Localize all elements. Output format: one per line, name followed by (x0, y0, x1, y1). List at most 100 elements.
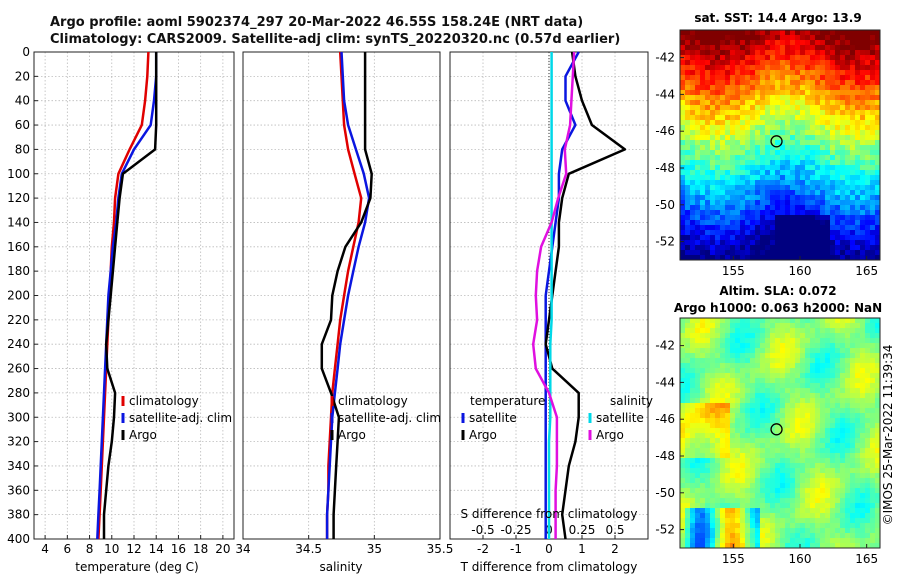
map-cell (790, 210, 796, 216)
map-cell (845, 383, 851, 389)
map-cell (800, 353, 806, 359)
map-cell (740, 160, 746, 166)
map-cell (710, 155, 716, 161)
map-cell (735, 205, 741, 211)
map-cell (810, 220, 816, 226)
map-cell (780, 255, 786, 260)
map-cell (840, 463, 846, 469)
map-cell (820, 60, 826, 66)
map-cell (680, 205, 686, 211)
map-cell (715, 200, 721, 206)
map-cell (875, 363, 880, 369)
map-cell (705, 115, 711, 121)
map-cell (765, 523, 771, 529)
map-cell (875, 383, 880, 389)
map-cell (815, 210, 821, 216)
map-cell (685, 493, 691, 499)
map-cell (695, 498, 701, 504)
map-cell (855, 130, 861, 136)
map-cell (750, 170, 756, 176)
map-cell (705, 165, 711, 171)
map-cell (785, 403, 791, 409)
map-cell (705, 235, 711, 241)
map-cell (730, 30, 736, 36)
map-cell (780, 75, 786, 81)
map-cell (695, 145, 701, 151)
map-cell (735, 503, 741, 509)
map-cell (735, 90, 741, 96)
map-cell (750, 30, 756, 36)
map-cell (850, 165, 856, 171)
map-cell (870, 75, 876, 81)
map-cell (760, 538, 766, 544)
map-cell (815, 115, 821, 121)
map-cell (685, 523, 691, 529)
map-cell (820, 165, 826, 171)
map-cell (745, 463, 751, 469)
map-cell (745, 60, 751, 66)
map-cell (775, 165, 781, 171)
map-cell (800, 348, 806, 354)
map-cell (715, 433, 721, 439)
map-cell (705, 323, 711, 329)
map-cell (775, 130, 781, 136)
map-cell (735, 30, 741, 36)
map-cell (795, 423, 801, 429)
map-cell (825, 338, 831, 344)
map-cell (805, 70, 811, 76)
map-cell (825, 170, 831, 176)
map-cell (725, 160, 731, 166)
map-cell (720, 468, 726, 474)
map-cell (795, 255, 801, 260)
map-cell (730, 210, 736, 216)
map-cell (730, 155, 736, 161)
map-cell (795, 80, 801, 86)
map-cell (750, 483, 756, 489)
map-cell (775, 443, 781, 449)
map-cell (840, 338, 846, 344)
map-cell (720, 393, 726, 399)
map-cell (695, 210, 701, 216)
map-cell (780, 100, 786, 106)
map-cell (835, 150, 841, 156)
map-cell (870, 393, 876, 399)
map-cell (840, 318, 846, 324)
map-cell (790, 523, 796, 529)
map-cell (795, 185, 801, 191)
map-cell (855, 488, 861, 494)
map-cell (700, 368, 706, 374)
map-cell (780, 65, 786, 71)
map-cell (815, 120, 821, 126)
map-cell (735, 95, 741, 101)
map-cell (725, 453, 731, 459)
map-cell (745, 418, 751, 424)
map-cell (830, 478, 836, 484)
map-cell (865, 533, 871, 539)
map-cell (740, 368, 746, 374)
map-cell (705, 518, 711, 524)
map-cell (785, 200, 791, 206)
map-cell (710, 353, 716, 359)
map-cell (765, 518, 771, 524)
map-cell (770, 145, 776, 151)
map-cell (825, 165, 831, 171)
map-cell (755, 328, 761, 334)
map-cell (690, 60, 696, 66)
map-cell (825, 245, 831, 251)
map-cell (695, 35, 701, 41)
map-cell (785, 185, 791, 191)
map-cell (765, 55, 771, 61)
map-cell (830, 403, 836, 409)
map-cell (725, 498, 731, 504)
map-cell (825, 368, 831, 374)
map-cell (870, 60, 876, 66)
map-cell (870, 513, 876, 519)
map-cell (800, 443, 806, 449)
map-cell (740, 343, 746, 349)
map-cell (780, 438, 786, 444)
map-cell (855, 115, 861, 121)
map-cell (790, 190, 796, 196)
map-cell (790, 155, 796, 161)
map-cell (820, 503, 826, 509)
map-cell (705, 195, 711, 201)
